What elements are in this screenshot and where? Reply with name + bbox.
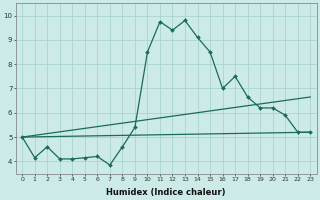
X-axis label: Humidex (Indice chaleur): Humidex (Indice chaleur): [107, 188, 226, 197]
